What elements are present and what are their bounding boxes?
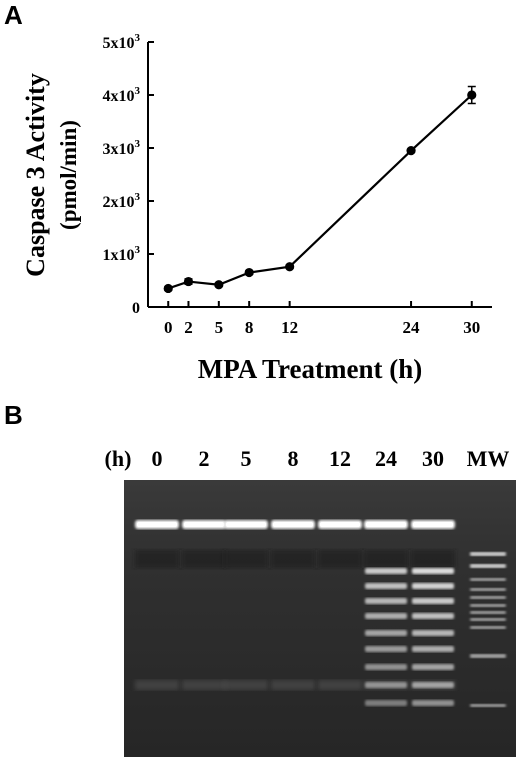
lane-lower-haze <box>182 680 226 690</box>
panel-b-label: B <box>4 400 23 430</box>
lane-dark-zone <box>318 550 362 568</box>
marker-band <box>470 704 506 707</box>
data-point <box>467 90 477 100</box>
gel-unit-label: (h) <box>104 446 132 471</box>
marker-band <box>470 626 506 629</box>
genomic-dna-band-core <box>320 522 360 527</box>
y-tick-label: 3x103 <box>103 138 141 158</box>
marker-band <box>470 654 506 658</box>
ladder-band <box>365 664 407 670</box>
lane-lower-haze <box>318 680 362 690</box>
lane-dark-zone <box>411 550 455 568</box>
marker-band <box>470 611 506 614</box>
gel-lane-label: 24 <box>375 446 397 471</box>
ladder-band <box>412 682 454 688</box>
ladder-band <box>412 700 454 706</box>
y-tick-label: 0 <box>132 300 140 317</box>
ladder-band <box>412 598 454 604</box>
ladder-band <box>365 630 407 636</box>
genomic-dna-band-core <box>184 522 224 527</box>
ladder-band <box>365 568 407 574</box>
gel-lane-label: 5 <box>240 446 252 471</box>
gel-lane-label: MW <box>466 446 510 471</box>
ladder-band <box>365 646 407 652</box>
data-point <box>214 280 224 290</box>
ladder-band <box>412 583 454 589</box>
x-tick-label: 0 <box>164 318 173 337</box>
ladder-band <box>365 700 407 706</box>
lane-dark-zone <box>224 550 268 568</box>
ladder-band <box>365 598 407 604</box>
y-tick-label: 5x103 <box>103 32 141 52</box>
ladder-band <box>365 682 407 688</box>
ladder-band <box>365 583 407 589</box>
lane-lower-haze <box>135 680 179 690</box>
y-tick-label: 1x103 <box>103 244 141 264</box>
lane-lower-haze <box>224 680 268 690</box>
gel-lane-label: 30 <box>422 446 444 471</box>
x-tick-label: 5 <box>215 318 224 337</box>
gel-lane-label: 12 <box>329 446 351 471</box>
ladder-band <box>412 613 454 619</box>
genomic-dna-band-core <box>366 522 406 527</box>
panel-a-label: A <box>4 0 23 30</box>
marker-band <box>470 596 506 599</box>
genomic-dna-band-core <box>226 522 266 527</box>
x-tick-label: 12 <box>281 318 298 337</box>
genomic-dna-band-core <box>273 522 313 527</box>
series-line <box>167 94 473 290</box>
data-point <box>285 262 295 272</box>
data-point <box>163 283 173 294</box>
gel-lane-label: 0 <box>151 446 163 471</box>
x-tick-label: 2 <box>184 318 193 337</box>
data-point <box>244 267 254 278</box>
y-tick-label: 4x103 <box>103 85 141 105</box>
y-tick-label: 2x103 <box>103 191 141 211</box>
x-tick-label: 30 <box>463 318 480 337</box>
ladder-band <box>412 630 454 636</box>
gel-lane-label: 8 <box>287 446 299 471</box>
genomic-dna-band-core <box>413 522 453 527</box>
ladder-band <box>412 568 454 574</box>
dna-ladder-gel <box>124 480 516 757</box>
marker-band <box>470 552 506 556</box>
marker-band <box>470 618 506 621</box>
lane-lower-haze <box>271 680 315 690</box>
marker-band <box>470 578 506 581</box>
genomic-dna-band-core <box>137 522 177 527</box>
marker-band <box>470 564 506 568</box>
marker-band <box>470 588 506 591</box>
lane-dark-zone <box>271 550 315 568</box>
x-axis-title: MPA Treatment (h) <box>198 354 422 384</box>
gel-lane-label: 2 <box>198 446 210 471</box>
lane-dark-zone <box>364 550 408 568</box>
ladder-band <box>412 646 454 652</box>
marker-band <box>470 604 506 607</box>
y-axis-unit: (pmol/min) <box>56 120 81 230</box>
lane-dark-zone <box>182 550 226 568</box>
ladder-band <box>365 613 407 619</box>
data-point <box>406 146 416 156</box>
lane-dark-zone <box>135 550 179 568</box>
x-tick-label: 8 <box>245 318 254 337</box>
ladder-band <box>412 664 454 670</box>
data-point <box>183 276 194 287</box>
y-axis-title: Caspase 3 Activity <box>21 73 50 277</box>
x-tick-label: 24 <box>403 318 421 337</box>
